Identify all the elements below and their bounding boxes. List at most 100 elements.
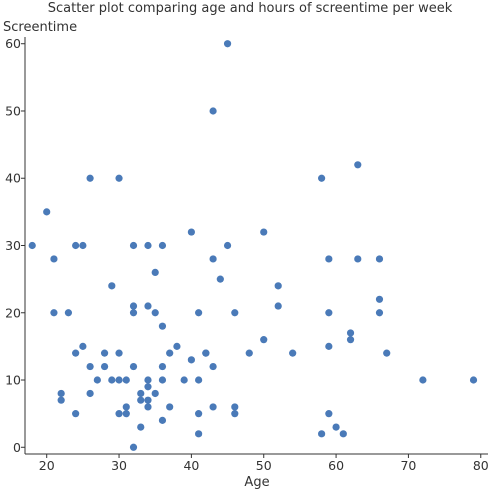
data-point [318,430,326,438]
data-point [72,349,80,357]
data-point [209,403,217,411]
data-point [86,362,94,371]
data-point [375,255,384,263]
data-point [325,342,333,350]
data-point [122,403,130,411]
data-point [129,443,138,451]
data-point [151,389,159,398]
data-point [195,309,203,317]
chart-title: Scatter plot comparing age and hours of … [48,1,453,16]
data-point [50,255,58,263]
data-point [115,174,123,182]
y-tick-label: 10 [5,373,21,388]
data-point [260,228,268,236]
data-point [144,403,152,411]
data-point [79,241,87,250]
data-point [144,396,152,404]
data-point [108,376,116,384]
data-point [151,309,159,317]
x-axis-label: Age [244,475,269,490]
y-tick-label: 50 [5,103,21,118]
axes: 0 10 20 30 40 50 60 20 30 40 50 60 70 80 [5,36,489,473]
data-point [187,356,195,364]
data-point [122,410,130,418]
data-point [375,295,384,303]
data-point [223,241,232,250]
data-point [166,349,174,357]
data-point [231,410,239,418]
data-point [129,302,138,310]
data-point [158,416,167,424]
data-point [57,389,65,398]
data-point [260,336,268,344]
data-point [245,349,253,357]
data-point [231,403,239,411]
data-point [144,302,152,310]
data-point [339,430,347,438]
data-point [187,228,195,236]
data-point [318,174,326,182]
data-point [129,241,138,250]
data-point [86,389,94,398]
data-point [325,309,333,317]
data-point [64,309,73,317]
data-point [274,302,282,310]
data-point [79,342,87,350]
data-point [173,342,181,350]
data-point [93,376,101,384]
data-point [223,40,232,48]
data-point [383,349,391,357]
data-point [108,282,116,290]
data-point [72,241,80,250]
data-point [158,362,167,371]
data-point [122,376,130,384]
data-point [209,255,217,263]
data-point [129,309,138,317]
data-point [325,255,333,263]
data-point [100,362,109,371]
data-point [28,241,36,250]
x-tick-label: 60 [328,458,344,473]
data-point [137,423,145,431]
data-point [195,410,203,418]
data-point [354,161,362,169]
data-point [332,423,340,431]
x-tick-label: 30 [111,458,127,473]
data-point [115,376,123,384]
data-point [115,349,123,357]
data-point [50,309,58,317]
data-point [209,362,217,371]
data-point [72,410,80,418]
x-tick-label: 80 [473,458,489,473]
data-point [137,389,145,398]
data-point [144,383,152,391]
data-point [375,309,384,317]
data-point [202,349,210,357]
data-point [144,241,152,250]
x-tick-label: 70 [400,458,416,473]
x-tick-label: 40 [183,458,199,473]
data-point [158,241,167,250]
data-point [158,322,167,330]
y-tick-label: 20 [5,305,21,320]
data-point [137,396,145,404]
data-point [57,396,65,404]
data-point [274,282,282,290]
data-point [180,376,188,384]
data-point [100,349,109,357]
data-point [231,309,239,317]
data-points [28,40,478,451]
data-point [216,275,224,283]
data-point [209,107,217,115]
x-tick-label: 50 [256,458,272,473]
data-point [346,329,355,337]
data-point [354,255,362,263]
data-point [419,376,427,384]
y-tick-label: 60 [5,36,21,51]
data-point [346,336,355,344]
y-tick-label: 0 [13,440,21,455]
data-point [289,349,297,357]
data-point [325,410,333,418]
data-point [129,362,138,371]
